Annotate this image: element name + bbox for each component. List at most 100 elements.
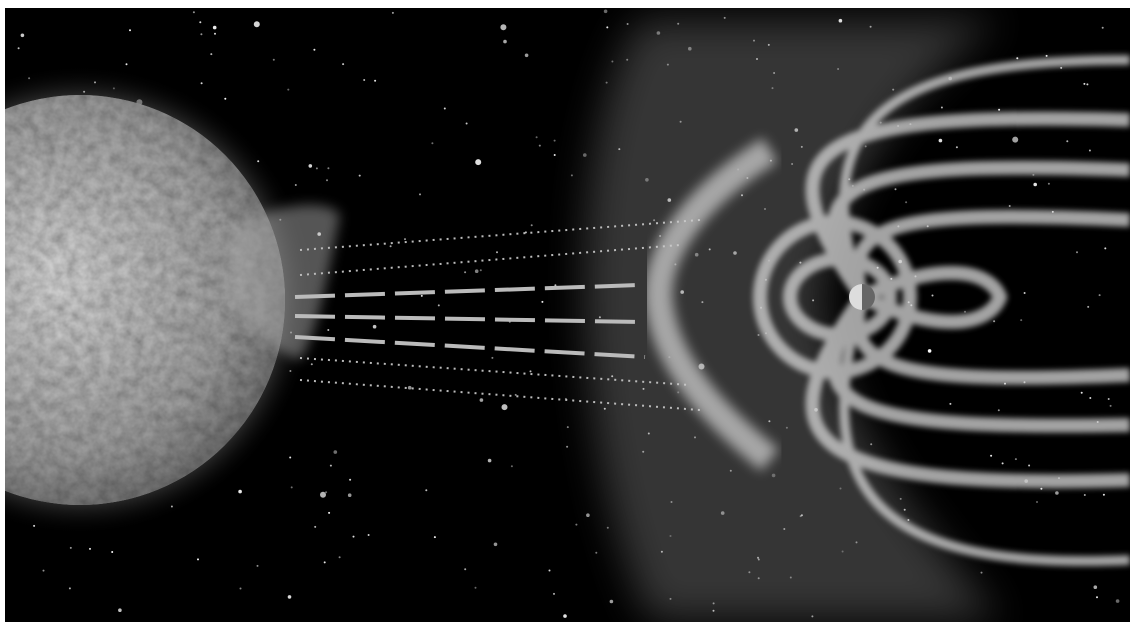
star <box>352 535 355 538</box>
star <box>1036 501 1038 503</box>
sun-disk <box>5 95 285 505</box>
star <box>69 546 72 549</box>
star <box>1115 599 1120 603</box>
star <box>1101 26 1104 29</box>
field-line <box>839 55 1130 299</box>
star <box>20 33 25 38</box>
star <box>358 174 361 177</box>
star <box>200 33 203 36</box>
star <box>479 398 484 402</box>
star <box>391 11 394 14</box>
star <box>1040 487 1043 490</box>
star <box>955 146 958 149</box>
star <box>563 614 567 618</box>
star <box>329 464 332 467</box>
star <box>349 478 352 481</box>
star <box>931 294 934 297</box>
star <box>905 201 908 204</box>
star <box>524 53 529 58</box>
star <box>894 188 897 191</box>
star <box>606 526 609 529</box>
star <box>42 569 45 572</box>
star <box>535 136 538 139</box>
star <box>1014 458 1017 461</box>
star <box>474 269 479 274</box>
star <box>374 79 377 82</box>
star <box>1012 136 1019 143</box>
star <box>238 489 242 494</box>
star <box>125 63 128 66</box>
star <box>443 107 446 110</box>
star <box>570 174 573 177</box>
star <box>1083 82 1086 85</box>
star <box>603 9 608 14</box>
star <box>1107 398 1110 400</box>
bow-shock <box>644 138 779 471</box>
star <box>530 224 533 227</box>
star <box>1080 391 1083 394</box>
star <box>367 534 370 536</box>
field-line <box>858 265 1008 329</box>
star <box>1089 397 1092 399</box>
star <box>419 193 421 196</box>
star <box>1060 66 1063 69</box>
star <box>554 284 557 287</box>
star <box>529 370 532 373</box>
star <box>407 385 412 390</box>
star <box>287 595 292 599</box>
star <box>474 586 477 589</box>
star <box>479 269 482 272</box>
star <box>606 26 609 29</box>
star <box>1055 491 1059 495</box>
star <box>964 310 966 313</box>
field-lines <box>753 55 1130 566</box>
star <box>493 542 498 547</box>
star <box>1020 319 1023 322</box>
field-line <box>805 111 1130 301</box>
field-line <box>805 292 1130 489</box>
star <box>372 324 377 329</box>
star <box>1045 54 1048 57</box>
wind-line <box>299 244 681 276</box>
star <box>980 571 983 574</box>
star <box>575 523 578 526</box>
star <box>1088 149 1091 152</box>
star <box>723 16 726 19</box>
star <box>1104 247 1107 250</box>
star <box>224 97 227 100</box>
star <box>541 300 544 303</box>
star <box>605 81 608 84</box>
star <box>111 551 114 553</box>
star <box>609 599 614 604</box>
star <box>253 21 260 28</box>
star <box>425 489 428 492</box>
star <box>431 142 434 145</box>
star <box>1102 493 1105 496</box>
star <box>212 25 217 30</box>
star <box>949 402 952 405</box>
star <box>17 47 20 50</box>
star <box>437 304 440 307</box>
star <box>997 409 1000 412</box>
star <box>328 511 331 514</box>
star <box>503 39 507 44</box>
star <box>313 48 316 51</box>
star <box>420 294 423 297</box>
star <box>1083 494 1086 496</box>
star <box>611 60 614 63</box>
star <box>1087 305 1090 308</box>
field-line <box>827 160 1130 301</box>
star <box>1008 205 1011 207</box>
star <box>1001 462 1004 465</box>
star <box>210 53 213 56</box>
star <box>514 393 517 396</box>
star <box>566 426 569 429</box>
star <box>501 404 508 411</box>
star <box>363 79 366 81</box>
star <box>327 329 330 331</box>
star <box>1023 292 1026 294</box>
star <box>491 356 494 359</box>
star <box>1086 83 1089 86</box>
star <box>1096 596 1098 599</box>
star <box>990 454 993 457</box>
